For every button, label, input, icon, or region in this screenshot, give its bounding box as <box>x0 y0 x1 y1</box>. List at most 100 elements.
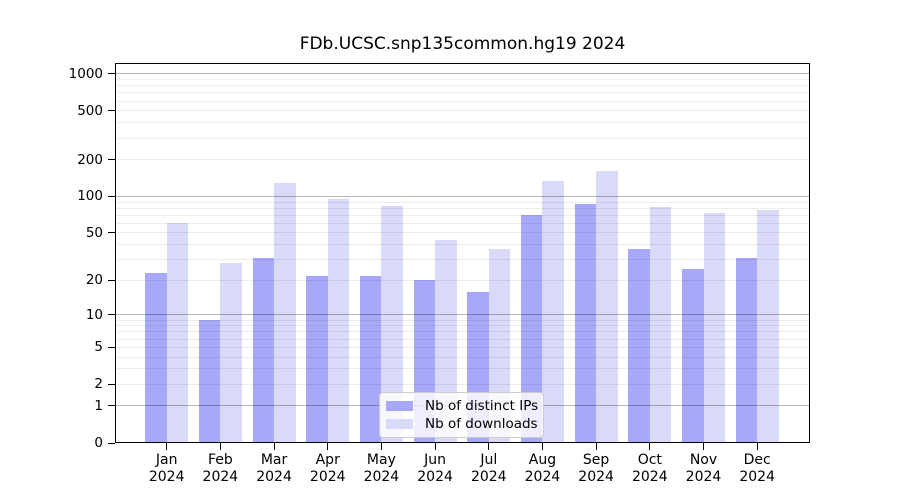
x-label-month: Jun <box>424 452 447 468</box>
legend-swatch-distinct-ips <box>386 400 413 411</box>
y-tick <box>108 346 115 348</box>
bar-ips-dec <box>735 257 758 443</box>
y-tick <box>108 195 115 197</box>
gridline-major <box>115 195 810 197</box>
x-label-year: 2024 <box>148 468 185 485</box>
gridline-minor <box>115 346 810 348</box>
gridline-minor <box>115 214 810 216</box>
gridline-minor <box>115 201 810 203</box>
legend: Nb of distinct IPs Nb of downloads <box>379 392 544 438</box>
x-tick <box>488 443 490 450</box>
bar-ips-oct <box>628 248 650 443</box>
gridline-minor <box>115 325 810 327</box>
x-label-year: 2024 <box>363 468 400 485</box>
gridline-minor <box>115 92 810 94</box>
x-label-month: Oct <box>637 452 662 468</box>
y-tick-label: 500 <box>77 102 103 119</box>
y-tick <box>108 159 115 161</box>
bar-downloads-jan <box>166 222 189 443</box>
y-tick <box>108 279 115 281</box>
bar-ips-may <box>359 275 382 443</box>
bar-ips-jan <box>145 273 167 443</box>
y-tick-label: 20 <box>85 272 103 289</box>
bar-downloads-aug <box>542 180 564 443</box>
legend-item-downloads: Nb of downloads <box>386 416 538 433</box>
x-label-month: Jan <box>155 452 178 468</box>
x-tick-label: Dec 2024 <box>727 452 787 485</box>
x-label-month: Feb <box>207 452 233 468</box>
x-label-year: 2024 <box>631 468 668 485</box>
gridline-minor <box>115 319 810 321</box>
bar-ips-aug <box>520 215 543 443</box>
gridline-major <box>115 73 810 75</box>
gridline-minor <box>115 137 810 139</box>
gridline-minor <box>115 110 810 112</box>
bar-downloads-may <box>381 205 403 443</box>
bar-ips-apr <box>306 275 328 443</box>
bar-ips-nov <box>682 268 704 443</box>
gridline-minor <box>115 383 810 385</box>
gridline-minor <box>115 259 810 261</box>
bar-downloads-nov <box>703 213 725 443</box>
x-label-month: May <box>366 452 396 468</box>
y-tick-label: 1000 <box>68 65 103 82</box>
gridline-minor <box>115 207 810 209</box>
x-tick <box>756 443 758 450</box>
x-tick-label: Aug 2024 <box>512 452 572 485</box>
chart-title: FDb.UCSC.snp135common.hg19 2024 <box>299 34 626 54</box>
x-tick <box>595 443 597 450</box>
bar-ips-mar <box>252 257 275 443</box>
x-tick <box>434 443 436 450</box>
bar-ips-feb <box>198 320 221 443</box>
y-tick <box>108 314 115 316</box>
y-tick-label: 10 <box>85 306 103 323</box>
gridline-minor <box>115 159 810 161</box>
x-label-year: 2024 <box>685 468 722 485</box>
x-tick <box>380 443 382 450</box>
y-tick <box>108 383 115 385</box>
x-tick <box>703 443 704 450</box>
x-label-month: Apr <box>315 452 340 468</box>
legend-label-downloads: Nb of downloads <box>425 416 538 433</box>
y-tick-label: 200 <box>77 151 103 168</box>
gridline-minor <box>115 356 810 358</box>
x-tick-label: Nov 2024 <box>674 452 734 485</box>
bar-downloads-mar <box>274 183 296 443</box>
bar-ips-sep <box>574 203 597 443</box>
x-tick <box>649 443 651 450</box>
gridline-minor <box>115 368 810 370</box>
gridline-minor <box>115 338 810 340</box>
gridline-minor <box>115 79 810 81</box>
y-tick <box>108 232 115 234</box>
bar-downloads-sep <box>596 170 618 443</box>
y-tick <box>108 110 115 112</box>
x-label-month: Aug <box>528 452 557 468</box>
x-tick-label: Jun 2024 <box>405 452 465 485</box>
x-tick <box>273 443 275 450</box>
y-tick <box>108 442 115 444</box>
x-tick <box>541 443 543 450</box>
bar-downloads-oct <box>649 206 672 443</box>
x-label-year: 2024 <box>256 468 292 485</box>
gridline-minor <box>115 85 810 87</box>
x-tick-label: Apr 2024 <box>298 452 358 485</box>
x-tick-label: Oct 2024 <box>620 452 680 485</box>
x-label-month: Mar <box>260 452 288 468</box>
x-tick-label: May 2024 <box>351 452 411 485</box>
y-tick-label: 1 <box>94 397 103 414</box>
gridline-minor <box>115 122 810 124</box>
bar-downloads-dec <box>757 210 779 443</box>
y-tick-label: 100 <box>77 188 103 205</box>
y-tick <box>108 73 115 75</box>
bar-downloads-feb <box>220 263 242 443</box>
y-tick-label: 5 <box>94 339 103 356</box>
gridline-minor <box>115 222 810 224</box>
x-tick-label: Jul 2024 <box>459 452 519 485</box>
legend-label-distinct-ips: Nb of distinct IPs <box>425 397 539 414</box>
x-label-year: 2024 <box>739 468 775 485</box>
x-label-month: Nov <box>689 452 718 468</box>
gridline-minor <box>115 244 810 246</box>
x-label-month: Jul <box>480 452 498 468</box>
gridline-major <box>115 314 810 316</box>
